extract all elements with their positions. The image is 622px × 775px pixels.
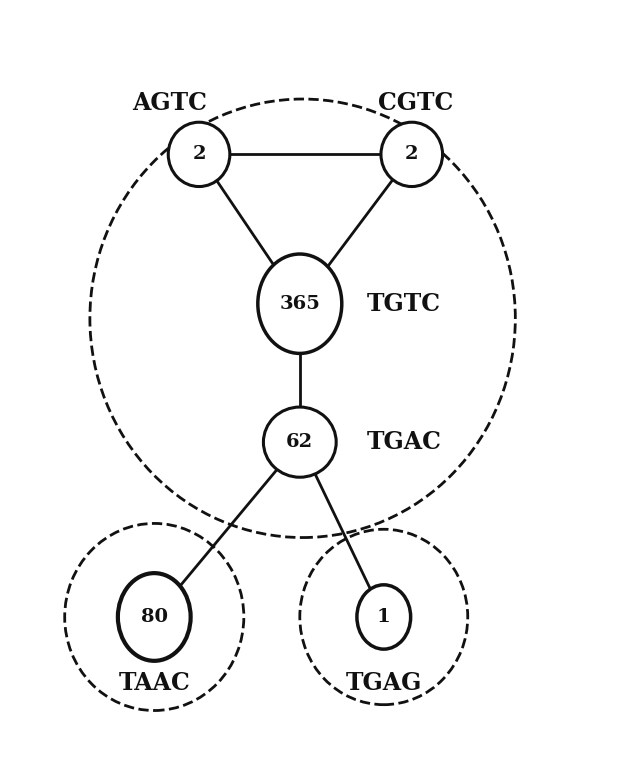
Text: AGTC: AGTC: [132, 91, 207, 115]
Text: 1: 1: [377, 608, 391, 626]
Text: 2: 2: [405, 146, 419, 164]
Text: 365: 365: [279, 294, 320, 313]
Text: CGTC: CGTC: [378, 91, 453, 115]
Text: 80: 80: [141, 608, 168, 626]
Ellipse shape: [357, 585, 411, 649]
Text: TGAG: TGAG: [346, 670, 422, 694]
Ellipse shape: [258, 254, 342, 353]
Text: TGTC: TGTC: [367, 291, 441, 315]
Text: TGAC: TGAC: [367, 430, 442, 454]
Ellipse shape: [168, 122, 230, 187]
Text: TAAC: TAAC: [118, 670, 190, 694]
Text: 2: 2: [192, 146, 206, 164]
Ellipse shape: [118, 574, 190, 661]
Text: 62: 62: [286, 433, 313, 451]
Ellipse shape: [263, 407, 337, 477]
Ellipse shape: [381, 122, 443, 187]
